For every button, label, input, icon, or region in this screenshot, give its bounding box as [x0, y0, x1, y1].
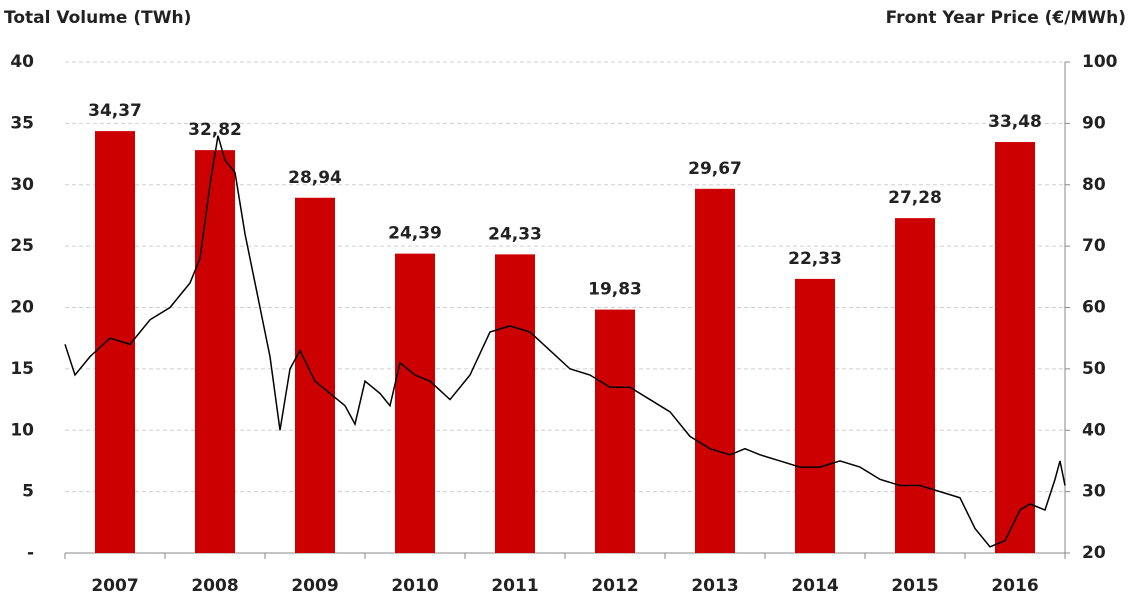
- y-tick-label: 10: [10, 420, 34, 440]
- x-tick-label: 2007: [91, 576, 138, 596]
- x-tick-label: 2012: [591, 576, 638, 596]
- x-tick-label: 2013: [691, 576, 738, 596]
- y2-tick-label: 30: [1082, 482, 1106, 502]
- x-tick-label: 2016: [991, 576, 1038, 596]
- bar: [695, 188, 735, 553]
- x-tick-label: 2008: [191, 576, 238, 596]
- value-label: 28,94: [288, 168, 342, 188]
- bar: [495, 254, 535, 553]
- y2-tick-label: 20: [1082, 543, 1106, 563]
- value-label: 22,33: [788, 249, 842, 269]
- y2-tick-label: 70: [1082, 236, 1106, 256]
- value-label: 32,82: [188, 120, 242, 140]
- value-label: 24,33: [488, 224, 542, 244]
- y-tick-label: 40: [10, 52, 34, 72]
- bar: [95, 131, 135, 553]
- bar: [395, 253, 435, 554]
- y-tick-label: 15: [10, 359, 34, 379]
- y2-tick-label: 60: [1082, 298, 1106, 318]
- bar: [895, 218, 935, 553]
- y2-tick-label: 40: [1082, 420, 1106, 440]
- y2-axis-title: Front Year Price (€/MWh): [886, 8, 1126, 28]
- y2-tick-label: 100: [1082, 52, 1118, 72]
- x-tick-label: 2015: [891, 576, 938, 596]
- bar: [995, 142, 1035, 553]
- value-label: 29,67: [688, 159, 742, 179]
- bar: [595, 309, 635, 553]
- x-tick-label: 2011: [491, 576, 538, 596]
- y-tick-label: 25: [10, 236, 34, 256]
- x-tick-label: 2014: [791, 576, 838, 596]
- y-tick-label: -: [27, 543, 34, 563]
- bar: [295, 197, 335, 553]
- price-line: [64, 135, 1066, 548]
- value-label: 34,37: [88, 101, 142, 121]
- x-tick-label: 2010: [391, 576, 438, 596]
- bar: [795, 278, 835, 553]
- value-label: 33,48: [988, 112, 1042, 132]
- value-label: 27,28: [888, 188, 942, 208]
- x-tick-label: 2009: [291, 576, 338, 596]
- y2-tick-label: 80: [1082, 175, 1106, 195]
- bar: [195, 150, 235, 553]
- value-label: 24,39: [388, 224, 442, 244]
- value-label: 19,83: [588, 280, 642, 300]
- y-tick-label: 30: [10, 175, 34, 195]
- y-tick-label: 5: [22, 482, 34, 502]
- y2-tick-label: 90: [1082, 113, 1106, 133]
- y-tick-label: 20: [10, 298, 34, 318]
- y-tick-label: 35: [10, 113, 34, 133]
- y-axis-title: Total Volume (TWh): [4, 8, 191, 28]
- y2-tick-label: 50: [1082, 359, 1106, 379]
